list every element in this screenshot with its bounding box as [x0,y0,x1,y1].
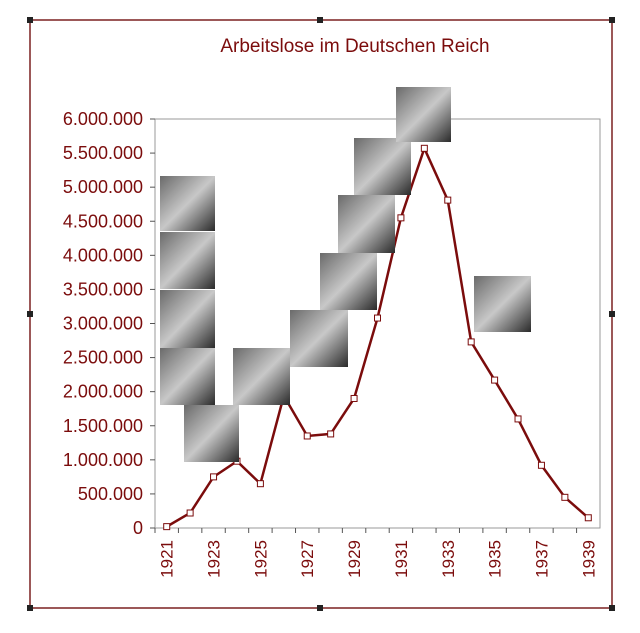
y-tick-label: 3.000.000 [63,314,143,334]
y-tick-label: 2.500.000 [63,348,143,368]
data-point [303,432,311,440]
x-tick-label: 1937 [532,540,551,578]
y-tick-label: 500.000 [78,484,143,504]
x-tick-label: 1939 [579,540,598,578]
data-point [186,509,194,517]
x-tick-label: 1925 [251,540,270,578]
y-tick-label: 2.000.000 [63,382,143,402]
data-point [467,338,475,346]
portraits [160,87,531,462]
data-point [163,523,171,531]
y-tick-label: 6.000.000 [63,109,143,129]
y-tick-label: 3.500.000 [63,279,143,299]
y-tick-label: 1.000.000 [63,450,143,470]
data-point [397,214,405,222]
x-tick-label: 1931 [392,540,411,578]
data-point [584,514,592,522]
frame-handles [27,17,615,611]
data-point [420,144,428,152]
y-tick-label: 4.000.000 [63,245,143,265]
data-point [350,394,358,402]
data-point [327,430,335,438]
x-tick-label: 1935 [486,540,505,578]
x-tick-label: 1923 [205,540,224,578]
y-tick-label: 5.500.000 [63,143,143,163]
y-tick-label: 5.000.000 [63,177,143,197]
x-tick-label: 1921 [158,540,177,578]
data-point [514,415,522,423]
x-tick-label: 1929 [345,540,364,578]
y-tick-label: 0 [133,518,143,538]
data-point [256,480,264,488]
data-point [444,196,452,204]
x-tick-label: 1933 [439,540,458,578]
data-point [561,493,569,501]
data-point [210,473,218,481]
y-tick-label: 1.500.000 [63,416,143,436]
data-point [374,314,381,322]
data-point [491,376,499,384]
x-tick-label: 1927 [298,540,317,578]
y-tick-label: 4.500.000 [63,211,143,231]
chart-title: Arbeitslose im Deutschen Reich [220,36,489,57]
data-point [537,461,545,469]
